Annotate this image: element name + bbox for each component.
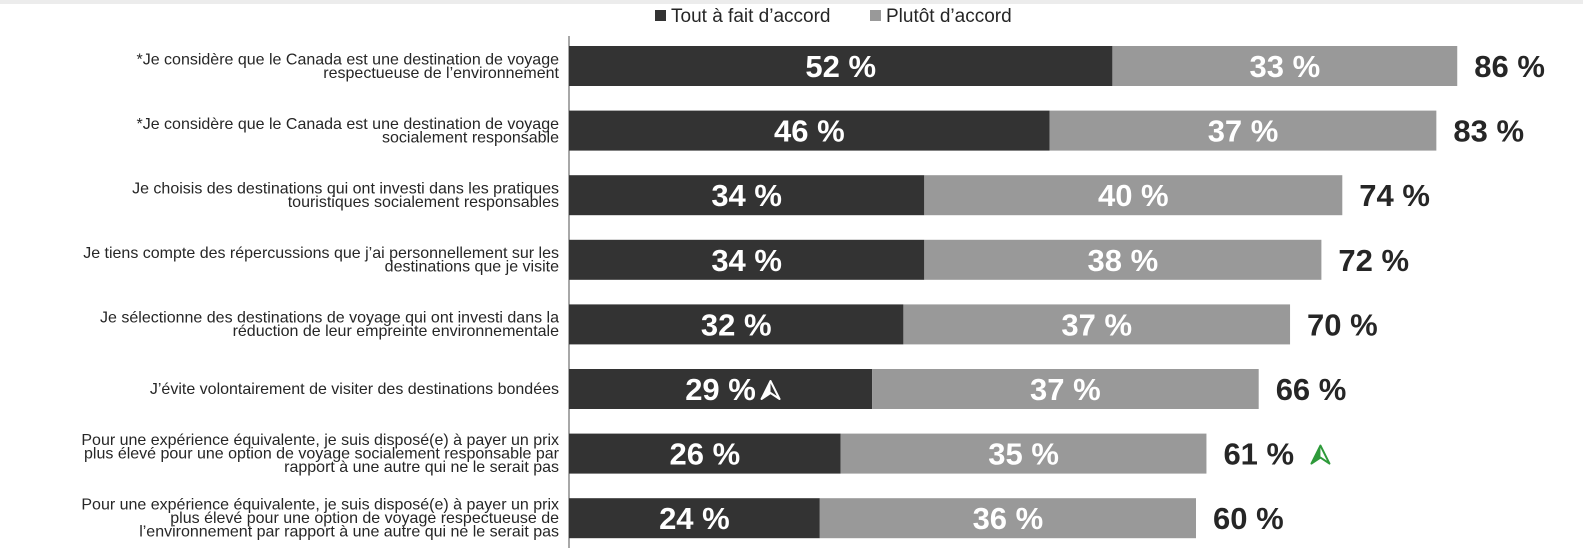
data-label: 37 % [1208, 114, 1279, 149]
total-label: 70 % [1307, 307, 1378, 342]
legend-item-tout-a-fait: Tout à fait d’accord [655, 6, 830, 28]
category-label-line: plus élevé pour une option de voyage soc… [84, 446, 560, 463]
total-label: 72 % [1338, 243, 1409, 278]
data-label: 37 % [1030, 372, 1101, 407]
category-label: J’évite volontairement de visiter des de… [150, 381, 559, 398]
legend-swatch-dark [655, 10, 666, 21]
data-label: 38 % [1088, 243, 1159, 278]
data-label: 40 % [1098, 178, 1169, 213]
legend: Tout à fait d’accord Plutôt d’accord [0, 6, 1583, 30]
category-label-line: *Je considère que le Canada est une dest… [136, 51, 559, 68]
category-label: Pour une expérience équivalente, je suis… [81, 497, 559, 541]
category-label-line: Pour une expérience équivalente, je suis… [81, 497, 559, 514]
data-label: 26 % [670, 437, 741, 472]
data-label: 32 % [701, 307, 772, 342]
data-label: 33 % [1249, 49, 1320, 84]
bar-segment-plutot [872, 369, 1259, 409]
total-label: 74 % [1359, 178, 1430, 213]
bar-segment-tout-a-fait [569, 498, 820, 539]
bar-segment-plutot [819, 498, 1196, 539]
category-label-line: J’évite volontairement de visiter des de… [150, 381, 559, 398]
arrow-up-icon-fill [1311, 445, 1321, 464]
legend-label: Plutôt d’accord [886, 6, 1012, 27]
category-label-line: touristiques socialement responsables [288, 194, 559, 211]
bar-segment-tout-a-fait [569, 46, 1113, 86]
bar-segment-tout-a-fait [569, 239, 925, 280]
data-label: 52 % [805, 49, 876, 84]
category-label: Je choisis des destinations qui ont inve… [132, 180, 559, 211]
data-label: 46 % [774, 114, 845, 149]
legend-item-plutot: Plutôt d’accord [870, 6, 1012, 28]
data-label: 34 % [711, 178, 782, 213]
bar-segment-plutot [924, 239, 1322, 280]
bar-segment-tout-a-fait [569, 110, 1050, 151]
category-label: *Je considère que le Canada est une dest… [136, 116, 559, 147]
category-label-line: *Je considère que le Canada est une dest… [136, 116, 559, 133]
category-label: Je sélectionne des destinations de voyag… [100, 310, 559, 341]
category-label-line: Pour une expérience équivalente, je suis… [81, 432, 559, 449]
data-label: 34 % [711, 243, 782, 278]
category-label-line: Je sélectionne des destinations de voyag… [100, 310, 559, 327]
category-label: Je tiens compte des répercussions que j’… [83, 245, 559, 276]
category-label-line: respectueuse de l’environnement [323, 65, 559, 82]
data-label: 36 % [973, 501, 1044, 536]
category-label-line: l’environnement par rapport à une autre … [139, 524, 559, 541]
total-label: 60 % [1213, 501, 1284, 536]
category-label-line: réduction de leur empreinte environnemen… [233, 323, 560, 340]
category-label: Pour une expérience équivalente, je suis… [81, 432, 559, 476]
total-label: 66 % [1276, 372, 1347, 407]
top-border [0, 0, 1583, 4]
category-label-line: plus élevé pour une option de voyage res… [170, 510, 559, 527]
bar-segment-tout-a-fait [569, 369, 873, 409]
arrow-up-icon [760, 380, 781, 400]
bar-segment-plutot [903, 304, 1291, 345]
legend-swatch-light [870, 10, 881, 21]
category-label-line: Je choisis des destinations qui ont inve… [132, 180, 559, 197]
data-label: 37 % [1061, 307, 1132, 342]
total-label: 83 % [1453, 114, 1524, 149]
category-label: *Je considère que le Canada est une dest… [136, 51, 559, 82]
arrow-up-icon [1310, 444, 1331, 465]
category-label-line: destinations que je visite [385, 259, 559, 276]
category-label-line: rapport à une autre qui ne le serait pas [284, 459, 559, 476]
category-label-line: socialement responsable [382, 129, 559, 146]
category-label-line: Je tiens compte des répercussions que j’… [83, 245, 559, 262]
bar-segment-plutot [1049, 110, 1437, 151]
total-label: 86 % [1474, 49, 1545, 84]
bar-segment-plutot [924, 175, 1343, 216]
bar-segment-plutot [840, 433, 1207, 474]
bar-segment-tout-a-fait [569, 175, 925, 216]
bar-segment-tout-a-fait [569, 433, 841, 474]
bar-segment-tout-a-fait [569, 304, 904, 345]
arrow-up-icon-fill [761, 381, 771, 399]
data-label: 24 % [659, 501, 730, 536]
total-label: 61 % [1223, 437, 1294, 472]
bar-segment-plutot [1112, 46, 1458, 86]
data-label: 29 % [685, 372, 756, 407]
legend-label: Tout à fait d’accord [671, 6, 831, 27]
data-label: 35 % [988, 437, 1059, 472]
